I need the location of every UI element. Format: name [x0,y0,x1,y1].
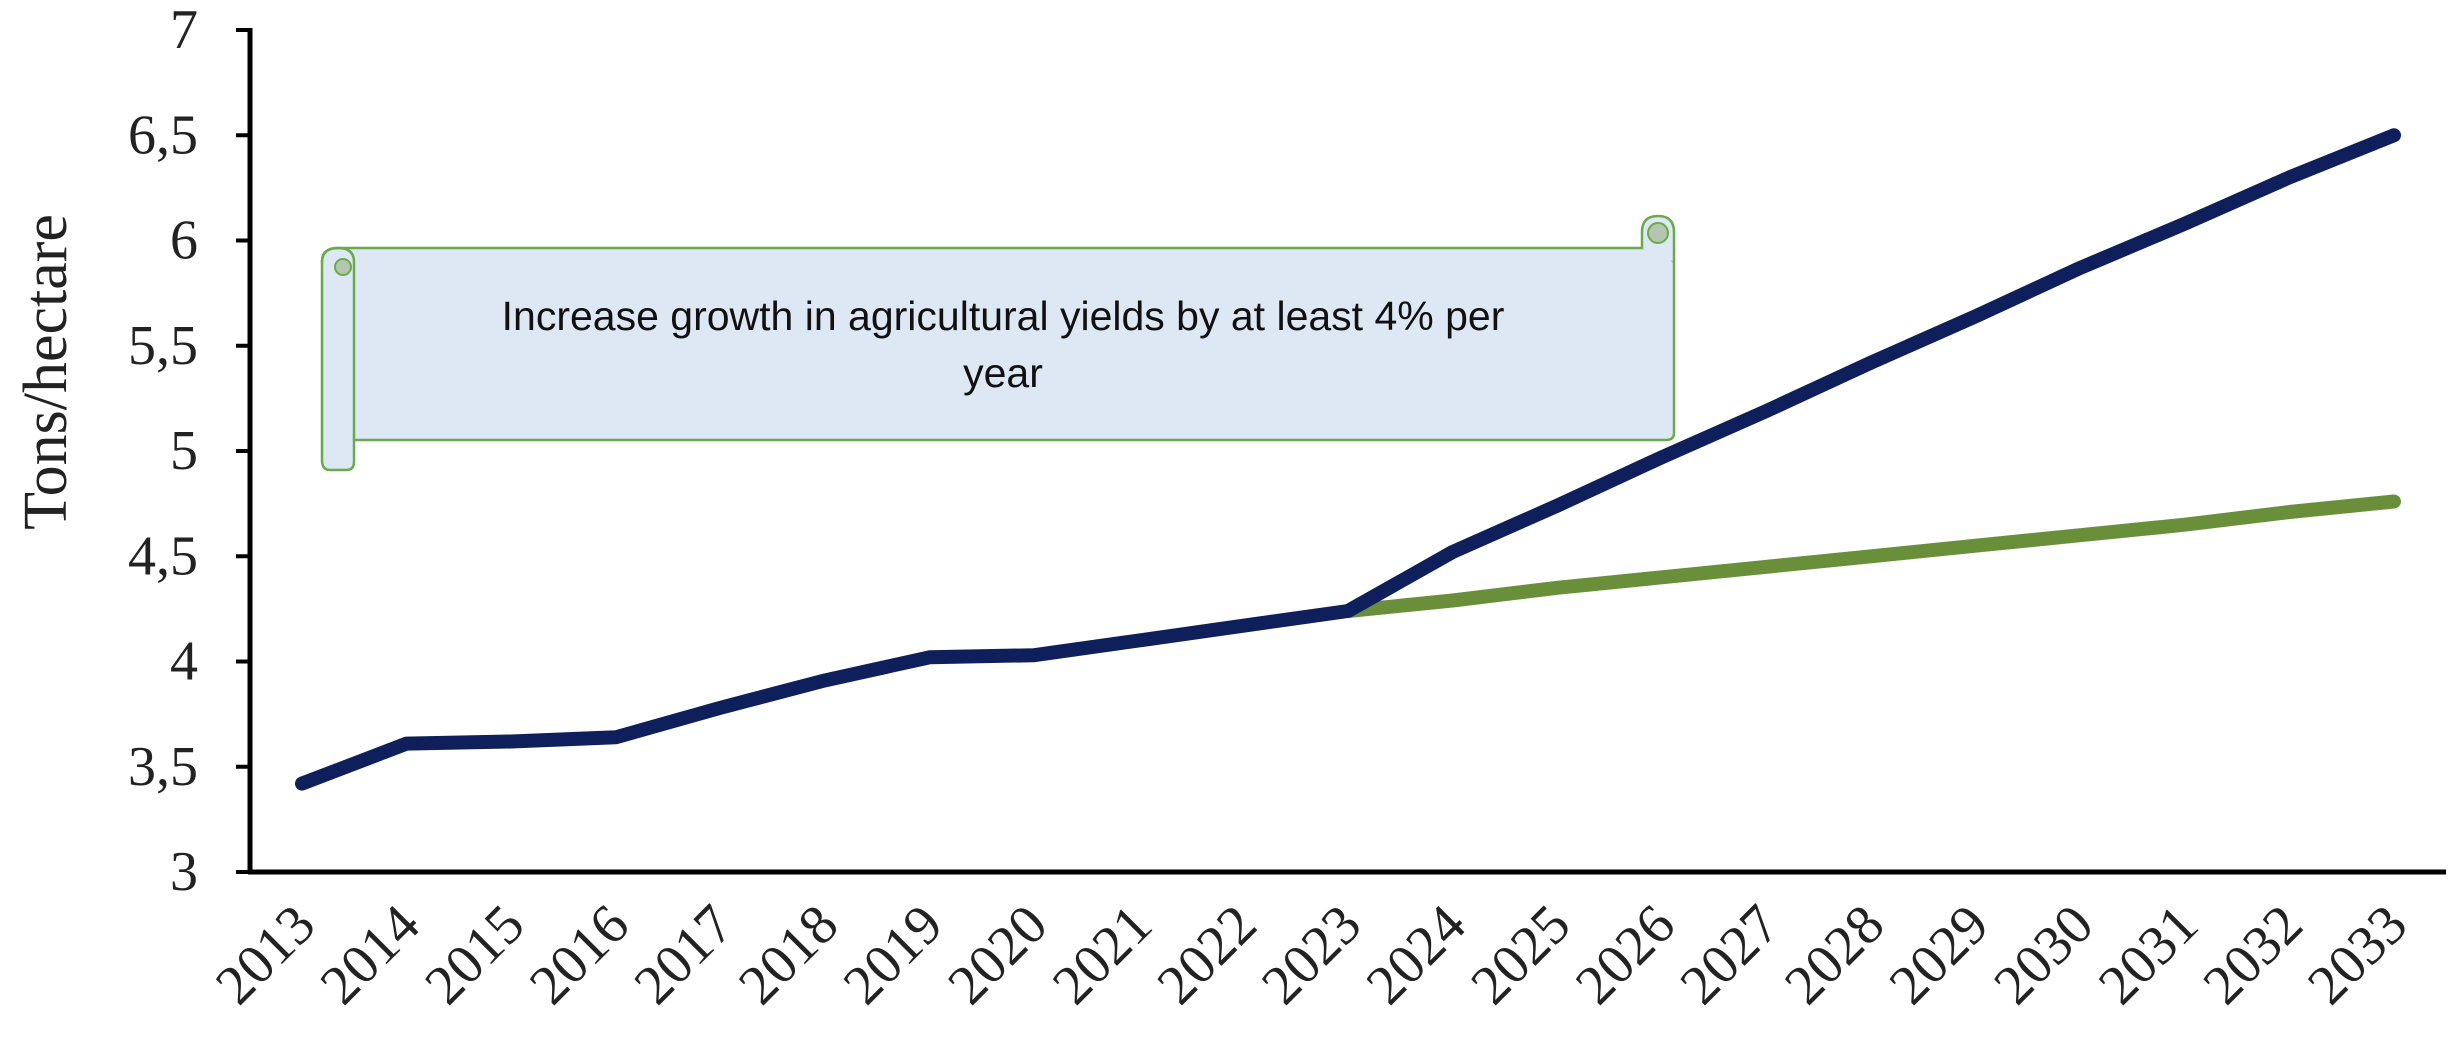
x-tick-label: 2024 [1355,893,1478,1016]
x-tick-label: 2033 [2296,893,2419,1016]
x-tick-label: 2018 [727,893,850,1016]
x-tick-label: 2017 [623,893,746,1016]
x-tick-label: 2023 [1250,893,1373,1016]
x-tick-label: 2032 [2192,893,2315,1016]
y-axis-title: Tons/hectare [12,214,80,530]
x-tick-label: 2028 [1773,893,1896,1016]
x-tick-label: 2030 [1982,893,2105,1016]
x-tick-label: 2019 [832,893,955,1016]
annotation-banner: Increase growth in agricultural yields b… [320,214,1676,472]
x-tick-label: 2016 [518,893,641,1016]
x-tick-label: 2029 [1878,893,2001,1016]
banner-left-curl [320,246,356,440]
x-tick-label: 2020 [936,893,1059,1016]
target-series-line [295,128,2401,791]
y-tick-label: 6,5 [128,104,198,166]
x-tick-group: 2013201420152016201720182019202020212022… [204,893,2419,1016]
x-tick-label: 2015 [413,893,536,1016]
y-tick-label: 4 [170,631,198,693]
banner-right-knob [1647,222,1669,244]
y-tick-label: 4,5 [128,525,198,587]
y-tick-label: 5 [170,420,198,482]
series-group [295,128,2401,791]
y-tick-label: 3,5 [128,736,198,798]
baseline-series-line [1341,494,2401,618]
banner-text-line-2: year [963,350,1043,396]
y-tick-label: 5,5 [128,315,198,377]
banner-left-knob [334,258,352,276]
x-tick-label: 2013 [204,893,327,1016]
y-tick-group: 3 3,5 4 4,5 5 5,5 6 6,5 7 [128,0,250,903]
x-tick-label: 2014 [309,893,432,1016]
y-tick-label: 3 [170,841,198,903]
y-tick-label: 7 [170,0,198,61]
x-tick-label: 2022 [1146,893,1269,1016]
banner-text-line-1: Increase growth in agricultural yields b… [502,293,1505,339]
x-tick-label: 2021 [1041,893,1164,1016]
y-tick-label: 6 [170,210,198,272]
x-tick-label: 2031 [2087,893,2210,1016]
x-tick-label: 2026 [1564,893,1687,1016]
x-tick-label: 2025 [1459,893,1582,1016]
x-tick-label: 2027 [1669,893,1792,1016]
